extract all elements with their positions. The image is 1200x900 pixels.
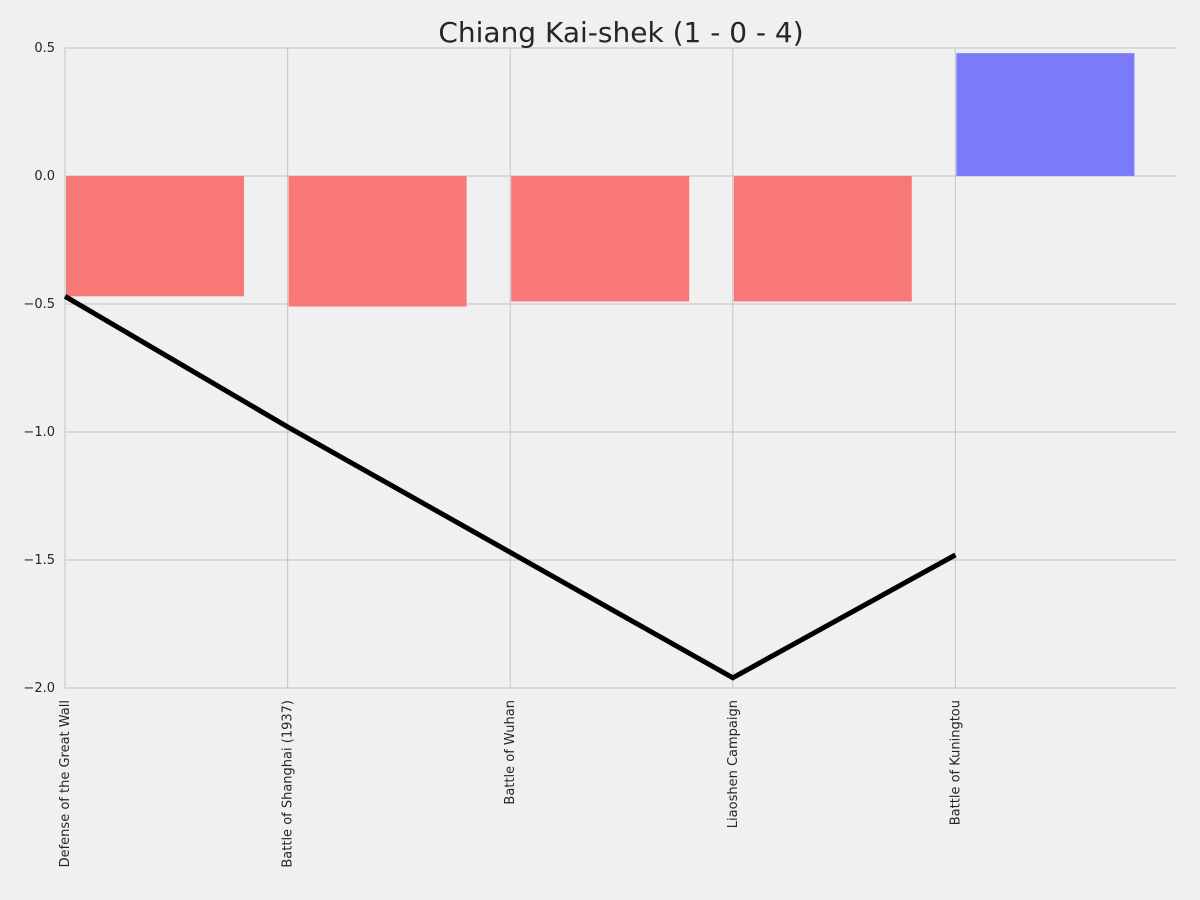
y-tick-label: 0.0 [34,169,55,184]
y-axis-ticks: 0.5 0.0 −0.5 −1.0 −1.5 −2.0 [23,41,55,696]
y-tick-label: 0.5 [34,41,55,56]
x-tick-label: Liaoshen Campaign [726,700,741,828]
line-series [63,294,957,681]
y-tick-label: −1.0 [23,425,55,440]
x-tick-label: Battle of Shanghai (1937) [281,700,296,868]
bar [511,176,690,302]
bar [733,176,912,302]
y-tick-label: −0.5 [23,297,55,312]
bar [66,176,244,297]
y-tick-label: −1.5 [23,553,55,568]
y-tick-label: −2.0 [23,681,55,696]
chart-title: Chiang Kai-shek (1 - 0 - 4) [438,16,803,49]
x-tick-label: Battle of Kuningtou [948,700,963,825]
x-tick-label: Battle of Wuhan [503,700,518,805]
bar [956,53,1135,177]
x-tick-label: Defense of the Great Wall [58,700,73,867]
x-axis-ticks: Defense of the Great Wall Battle of Shang… [58,700,963,868]
bar [288,176,467,307]
bar-series [66,53,1135,307]
